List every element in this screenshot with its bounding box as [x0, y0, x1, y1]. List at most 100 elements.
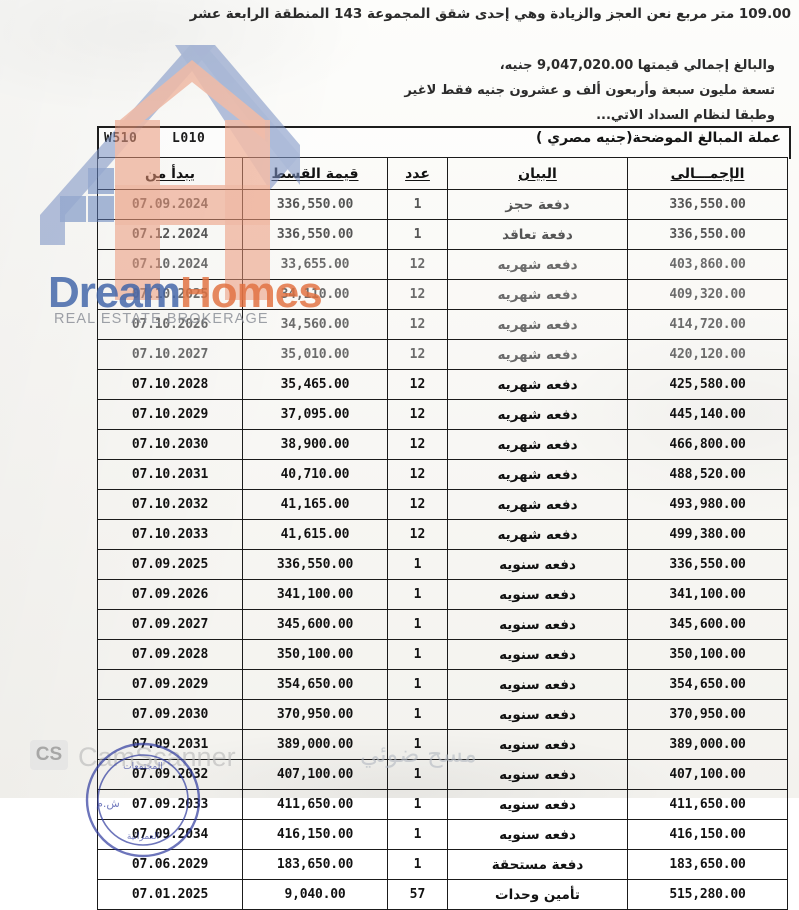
table-row: 07.10.2025 34,110.00 12 دفعه شهريه 409,320.0…: [97, 279, 788, 310]
cell-installment: 350,100.00: [242, 639, 388, 670]
cell-statement: دفعه سنويه: [447, 789, 628, 820]
cell-count: 1: [387, 189, 448, 220]
cell-installment: 9,040.00: [242, 879, 388, 910]
cell-statement: دفعه سنويه: [447, 699, 628, 730]
cell-total: 389,000.00: [627, 729, 788, 760]
cell-start_date: 07.09.2031: [97, 729, 243, 760]
table-row: 07.09.2027 345,600.00 1 دفعه سنويه 345,600.0…: [97, 609, 788, 640]
cell-statement: دفعه شهريه: [447, 339, 628, 370]
cell-statement: دفعه شهريه: [447, 429, 628, 460]
currency-label: عملة المبالغ الموضحة(جنيه مصري ): [535, 130, 781, 146]
cell-count: 1: [387, 579, 448, 610]
table-row: 07.10.2026 34,560.00 12 دفعه شهريه 414,720.0…: [97, 309, 788, 340]
cell-count: 1: [387, 849, 448, 880]
table-row: 07.10.2033 41,615.00 12 دفعه شهريه 499,380.0…: [97, 519, 788, 550]
cell-count: 1: [387, 609, 448, 640]
camscanner-badge-icon: CS: [30, 740, 68, 770]
cell-installment: 35,465.00: [242, 369, 388, 400]
property-description-line: 109.00 متر مربع نعن العجز والزيادة وهي إ…: [189, 6, 791, 22]
cell-start_date: 07.09.2028: [97, 639, 243, 670]
cell-installment: 345,600.00: [242, 609, 388, 640]
cell-installment: 416,150.00: [242, 819, 388, 850]
cell-installment: 37,095.00: [242, 399, 388, 430]
table-row: 07.09.2031 389,000.00 1 دفعه سنويه 389,000.0…: [97, 729, 788, 760]
cell-start_date: 07.10.2024: [97, 249, 243, 280]
payment-schedule-table-wrapper: يبدأ من قيمة القسط عدد البيان الإجمـــال…: [97, 157, 788, 910]
table-row: 07.09.2029 354,650.00 1 دفعه سنويه 354,650.0…: [97, 669, 788, 700]
table-row: 07.09.2028 350,100.00 1 دفعه سنويه 350,100.0…: [97, 639, 788, 670]
table-row: 07.09.2033 411,650.00 1 دفعه سنويه 411,650.0…: [97, 789, 788, 820]
cell-start_date: 07.01.2025: [97, 879, 243, 910]
cell-start_date: 07.09.2029: [97, 669, 243, 700]
cell-start_date: 07.09.2027: [97, 609, 243, 640]
cell-statement: دفعه سنويه: [447, 669, 628, 700]
cell-start_date: 07.10.2027: [97, 339, 243, 370]
cell-installment: 370,950.00: [242, 699, 388, 730]
cell-installment: 40,710.00: [242, 459, 388, 490]
column-header-installment: قيمة القسط: [242, 157, 388, 190]
cell-installment: 34,560.00: [242, 309, 388, 340]
cell-installment: 38,900.00: [242, 429, 388, 460]
cell-start_date: 07.09.2026: [97, 579, 243, 610]
table-body: 07.09.2024 336,550.00 1 دفعة حجز 336,550.00 0…: [97, 189, 788, 910]
column-header-statement: البيان: [447, 157, 628, 190]
cell-statement: دفعه سنويه: [447, 549, 628, 580]
cell-total: 445,140.00: [627, 399, 788, 430]
table-row: 07.01.2025 9,040.00 57 تأمين وحدات 515,280.0…: [97, 879, 788, 910]
cell-start_date: 07.10.2031: [97, 459, 243, 490]
cell-start_date: 07.10.2029: [97, 399, 243, 430]
table-row: 07.10.2028 35,465.00 12 دفعه شهريه 425,580.0…: [97, 369, 788, 400]
cell-statement: دفعه شهريه: [447, 249, 628, 280]
cell-count: 1: [387, 819, 448, 850]
cell-total: 425,580.00: [627, 369, 788, 400]
cell-installment: 336,550.00: [242, 189, 388, 220]
cell-count: 12: [387, 459, 448, 490]
cell-installment: 407,100.00: [242, 759, 388, 790]
cell-installment: 34,110.00: [242, 279, 388, 310]
cell-count: 1: [387, 729, 448, 760]
cell-count: 1: [387, 549, 448, 580]
table-row: 07.06.2029 183,650.00 1 دفعة مستحقة 183,650.…: [97, 849, 788, 880]
cell-total: 499,380.00: [627, 519, 788, 550]
cell-statement: دفعه سنويه: [447, 639, 628, 670]
cell-total: 411,650.00: [627, 789, 788, 820]
cell-start_date: 07.10.2028: [97, 369, 243, 400]
cell-installment: 33,655.00: [242, 249, 388, 280]
cell-count: 57: [387, 879, 448, 910]
table-row: 07.10.2024 33,655.00 12 دفعه شهريه 403,860.0…: [97, 249, 788, 280]
cell-count: 12: [387, 309, 448, 340]
cell-statement: دفعة مستحقة: [447, 849, 628, 880]
cell-installment: 341,100.00: [242, 579, 388, 610]
cell-total: 493,980.00: [627, 489, 788, 520]
cell-statement: دفعه شهريه: [447, 369, 628, 400]
cell-total: 345,600.00: [627, 609, 788, 640]
cell-statement: تأمين وحدات: [447, 879, 628, 910]
cell-total: 466,800.00: [627, 429, 788, 460]
table-row: 07.10.2032 41,165.00 12 دفعه شهريه 493,980.0…: [97, 489, 788, 520]
table-row: 07.10.2027 35,010.00 12 دفعه شهريه 420,120.0…: [97, 339, 788, 370]
table-row: 07.09.2034 416,150.00 1 دفعه سنويه 416,150.0…: [97, 819, 788, 850]
cell-start_date: 07.10.2025: [97, 279, 243, 310]
payment-schedule-table: يبدأ من قيمة القسط عدد البيان الإجمـــال…: [97, 157, 788, 910]
cell-statement: دفعه شهريه: [447, 279, 628, 310]
table-row: 07.09.2024 336,550.00 1 دفعة حجز 336,550.00: [97, 189, 788, 220]
cell-statement: دفعه شهريه: [447, 459, 628, 490]
cell-statement: دفعه شهريه: [447, 519, 628, 550]
table-row: 07.10.2031 40,710.00 12 دفعه شهريه 488,520.0…: [97, 459, 788, 490]
table-row: 07.09.2026 341,100.00 1 دفعه سنويه 341,100.0…: [97, 579, 788, 610]
cell-statement: دفعه سنويه: [447, 819, 628, 850]
cell-total: 403,860.00: [627, 249, 788, 280]
table-header-row: يبدأ من قيمة القسط عدد البيان الإجمـــال…: [97, 157, 788, 190]
cell-count: 12: [387, 519, 448, 550]
cell-count: 1: [387, 639, 448, 670]
cell-start_date: 07.09.2030: [97, 699, 243, 730]
cell-start_date: 07.10.2033: [97, 519, 243, 550]
cell-statement: دفعه سنويه: [447, 609, 628, 640]
cell-total: 183,650.00: [627, 849, 788, 880]
payment-terms-intro-line: وطبقا لنظام السداد الاتي...: [596, 108, 775, 123]
cell-statement: دفعه سنويه: [447, 729, 628, 760]
cell-installment: 41,165.00: [242, 489, 388, 520]
cell-total: 370,950.00: [627, 699, 788, 730]
cell-start_date: 07.10.2026: [97, 309, 243, 340]
